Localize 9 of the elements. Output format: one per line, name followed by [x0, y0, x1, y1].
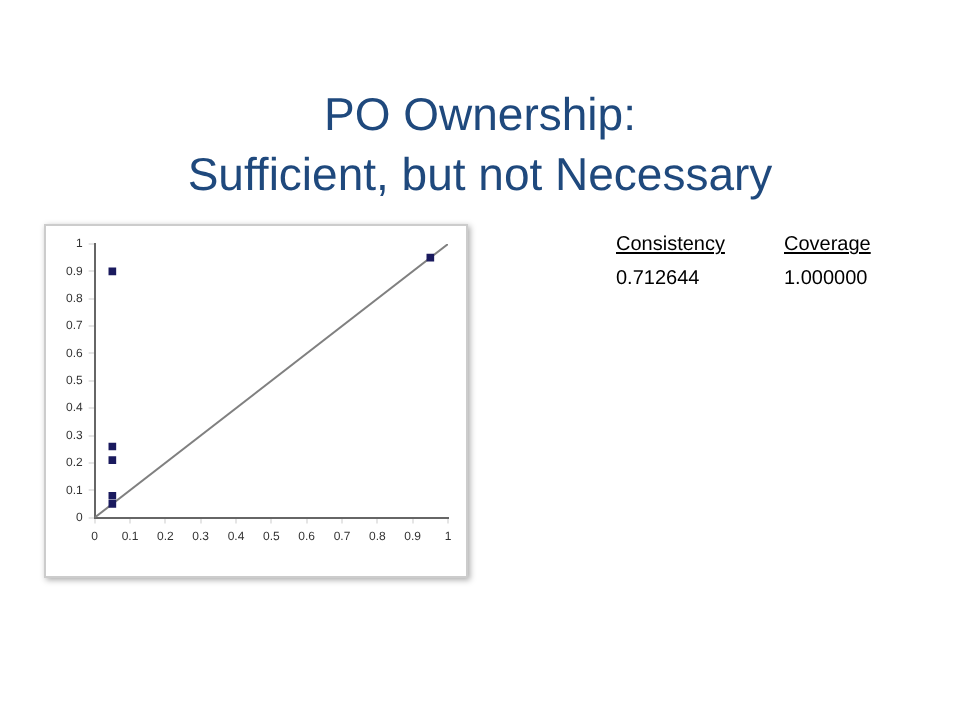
text: 1.000000	[784, 268, 868, 290]
text: Consistency	[616, 234, 725, 256]
text: Coverage	[784, 234, 871, 256]
point	[108, 500, 117, 508]
point	[108, 491, 117, 500]
point	[108, 456, 117, 464]
point	[426, 253, 435, 262]
chart-title: PO Ownership: Sufficient, but not Necessary	[185, 86, 775, 204]
text: 0.712644	[616, 268, 700, 290]
